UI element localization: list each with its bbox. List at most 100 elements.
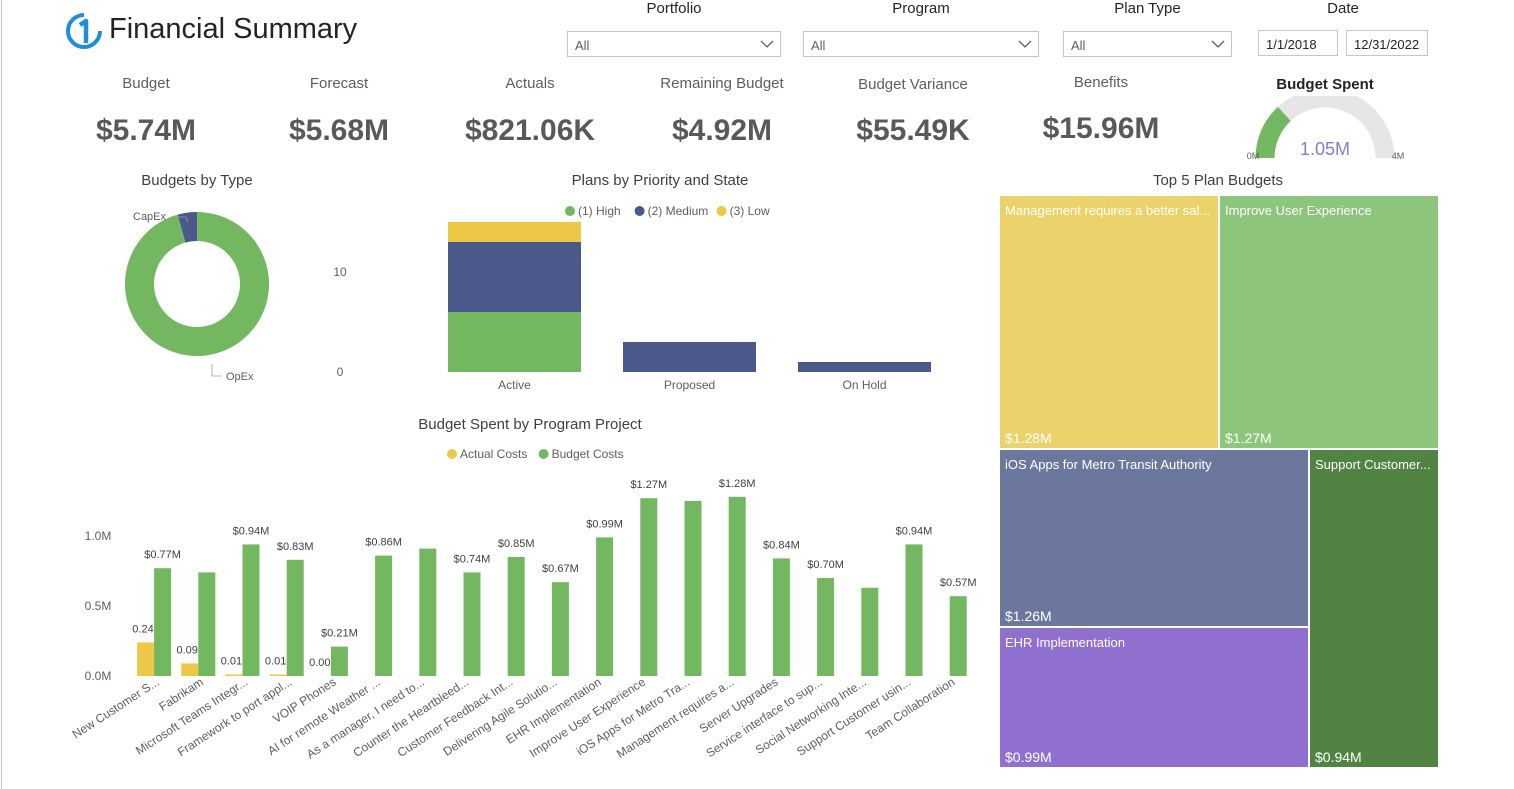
bar-segment-on-hold[interactable] <box>798 362 931 372</box>
legend-item[interactable]: (3) Low <box>716 204 770 218</box>
treemap-cell-label: Support Customer... <box>1315 457 1431 472</box>
kpi-forecast-value: $5.68M <box>288 114 390 147</box>
chevron-down-icon <box>760 40 774 48</box>
bar-budget-costs[interactable] <box>507 557 525 676</box>
kpi-forecast-label: Forecast <box>309 75 369 92</box>
bar-budget-costs[interactable] <box>905 544 923 676</box>
program-dropdown[interactable]: All <box>803 31 1039 57</box>
date-end-input[interactable]: 12/31/2022 <box>1346 30 1428 56</box>
treemap-cell-label: EHR Implementation <box>1005 635 1125 650</box>
data-label-budget: $0.94M <box>233 525 270 537</box>
bar-budget-costs[interactable] <box>375 555 393 676</box>
bar-segment-proposed[interactable] <box>623 342 756 372</box>
treemap-cell-value: $1.27M <box>1225 430 1272 446</box>
legend-label: (2) Medium <box>648 204 709 218</box>
treemap-cell-value: $0.94M <box>1315 749 1362 765</box>
bar-budget-costs[interactable] <box>861 587 879 676</box>
date-filter-label: Date <box>1327 0 1359 17</box>
x-tick-label: New Customer S... <box>70 675 162 742</box>
chevron-down-icon <box>1018 40 1032 48</box>
donut-label-capex: CapEx <box>133 211 167 223</box>
data-label-budget: $0.86M <box>365 537 402 549</box>
kpi-budget-variance-label: Budget Variance <box>858 76 968 93</box>
bar-segment-active[interactable] <box>448 312 581 372</box>
budget-spent-by-project-title: Budget Spent by Program Project <box>418 416 642 433</box>
legend-label: Actual Costs <box>460 447 527 461</box>
x-tick-label: Proposed <box>664 378 715 392</box>
treemap-cell-label: Management requires a better sal... <box>1005 203 1211 218</box>
bar-budget-costs[interactable] <box>596 537 614 676</box>
treemap-cell-improve-user-experience[interactable]: Improve User Experience $1.27M <box>1219 195 1439 449</box>
bar-budget-costs[interactable] <box>640 498 658 676</box>
bar-budget-costs[interactable] <box>817 578 835 676</box>
date-start-input[interactable]: 1/1/2018 <box>1258 30 1338 56</box>
bar-budget-costs[interactable] <box>419 548 437 676</box>
legend-item[interactable]: Actual Costs <box>447 447 527 461</box>
bar-actual-costs[interactable] <box>225 674 243 677</box>
data-label-budget: $1.28M <box>719 478 756 490</box>
bar-budget-costs[interactable] <box>198 572 216 676</box>
top5-plan-budgets-title: Top 5 Plan Budgets <box>1152 172 1284 189</box>
legend-item[interactable]: Budget Costs <box>538 447 624 461</box>
legend-marker <box>538 449 549 459</box>
portfolio-selected-value: All <box>575 38 590 53</box>
budgets-by-type-donut-chart: CapEx OpEx <box>124 211 269 383</box>
data-label-budget: $0.94M <box>896 525 933 537</box>
bar-segment-active[interactable] <box>448 222 581 242</box>
budget-spent-gauge-title: Budget Spent <box>1276 76 1374 93</box>
bar-budget-costs[interactable] <box>949 596 967 676</box>
gauge-fill <box>1255 106 1292 159</box>
y-tick-label: 1.0M <box>85 529 112 543</box>
bar-budget-costs[interactable] <box>728 496 746 676</box>
bar-segment-active[interactable] <box>448 242 581 312</box>
legend-marker <box>447 449 457 459</box>
kpi-remaining-budget-value: $4.92M <box>671 114 773 147</box>
gauge-max-label: 4M <box>1392 151 1405 161</box>
legend-marker <box>716 206 727 216</box>
plan-type-dropdown[interactable]: All <box>1063 31 1232 57</box>
program-selected-value: All <box>811 38 826 53</box>
page-title: Financial Summary <box>109 13 358 45</box>
bar-actual-costs[interactable] <box>137 642 155 676</box>
bar-budget-costs[interactable] <box>330 646 348 676</box>
treemap-cell-value: $1.28M <box>1005 430 1052 446</box>
kpi-benefits-label: Benefits <box>1073 74 1129 91</box>
kpi-budget-value: $5.74M <box>95 114 197 147</box>
bar-budget-costs[interactable] <box>242 544 260 676</box>
treemap-cell-label: Improve User Experience <box>1225 203 1372 218</box>
bar-budget-costs[interactable] <box>286 559 304 676</box>
data-label-budget: $1.27M <box>630 479 667 491</box>
bar-actual-costs[interactable] <box>181 663 199 676</box>
plans-by-priority-title: Plans by Priority and State <box>571 172 749 189</box>
portfolio-dropdown[interactable]: All <box>567 31 781 57</box>
kpi-budget-label: Budget <box>122 75 170 92</box>
data-label-budget: $0.99M <box>586 518 623 530</box>
bar-budget-costs[interactable] <box>551 582 569 676</box>
bar-budget-costs[interactable] <box>154 568 172 676</box>
budget-spent-by-project-chart: Actual Costs Budget Costs0.0M0.5M1.0M0.24… <box>70 447 977 761</box>
data-label-budget: $0.84M <box>763 539 800 551</box>
bar-budget-costs[interactable] <box>463 572 481 676</box>
y-tick-label: 0.5M <box>85 599 112 613</box>
bar-budget-costs[interactable] <box>772 558 790 676</box>
legend-item[interactable]: (1) High <box>565 204 621 218</box>
data-label-budget: $0.74M <box>454 553 491 565</box>
kpi-benefits-value: $15.96M <box>1042 112 1160 145</box>
plans-by-priority-state-chart: (1) High (2) Medium (3) Low 0 10 Active Propos… <box>333 204 931 392</box>
treemap-cell-management[interactable]: Management requires a better sal... $1.2… <box>999 195 1219 449</box>
data-label-budget: $0.67M <box>542 563 579 575</box>
treemap-cell-support-customer[interactable]: Support Customer... $0.94M <box>1309 449 1439 768</box>
bar-budget-costs[interactable] <box>684 501 702 676</box>
portfolio-filter-label: Portfolio <box>646 0 702 17</box>
y-tick-label: 10 <box>333 265 347 279</box>
treemap-cell-ios-apps[interactable]: iOS Apps for Metro Transit Authority $1.… <box>999 449 1309 627</box>
donut-slice-opex[interactable] <box>124 212 269 356</box>
treemap-cell-ehr-implementation[interactable]: EHR Implementation $0.99M <box>999 627 1309 768</box>
donut-slice-capex[interactable] <box>177 212 197 243</box>
legend-label: Budget Costs <box>552 447 624 461</box>
legend-item[interactable]: (2) Medium <box>634 204 709 218</box>
legend-label: (3) Low <box>730 204 770 218</box>
kpi-actuals-value: $821.06K <box>464 114 596 147</box>
treemap-cell-value: $1.26M <box>1005 608 1052 624</box>
bar-actual-costs[interactable] <box>269 674 287 677</box>
